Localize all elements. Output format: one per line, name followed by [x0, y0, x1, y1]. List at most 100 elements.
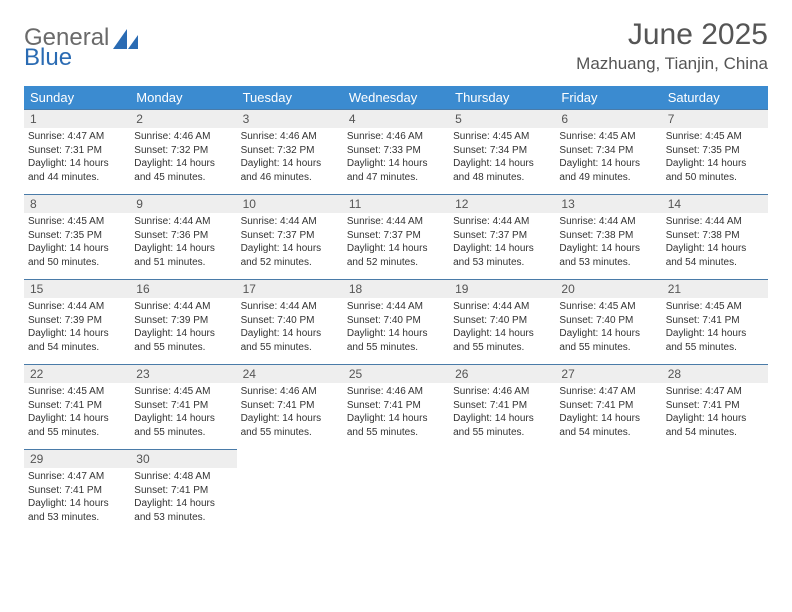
calendar-cell: 22Sunrise: 4:45 AMSunset: 7:41 PMDayligh… — [24, 365, 130, 450]
calendar-cell: 16Sunrise: 4:44 AMSunset: 7:39 PMDayligh… — [130, 280, 236, 365]
day-number: 1 — [24, 110, 130, 128]
day-header: Friday — [555, 86, 661, 110]
day-details: Sunrise: 4:44 AMSunset: 7:37 PMDaylight:… — [449, 213, 555, 273]
day-number: 16 — [130, 280, 236, 298]
day-header-row: SundayMondayTuesdayWednesdayThursdayFrid… — [24, 86, 768, 110]
day-details: Sunrise: 4:44 AMSunset: 7:37 PMDaylight:… — [343, 213, 449, 273]
calendar-cell: 17Sunrise: 4:44 AMSunset: 7:40 PMDayligh… — [237, 280, 343, 365]
day-header: Sunday — [24, 86, 130, 110]
day-details: Sunrise: 4:45 AMSunset: 7:34 PMDaylight:… — [449, 128, 555, 188]
day-number: 13 — [555, 195, 661, 213]
day-number: 28 — [662, 365, 768, 383]
calendar-cell: 20Sunrise: 4:45 AMSunset: 7:40 PMDayligh… — [555, 280, 661, 365]
day-number: 14 — [662, 195, 768, 213]
calendar-cell — [449, 450, 555, 535]
day-number: 22 — [24, 365, 130, 383]
logo-sub: Blue — [24, 44, 72, 72]
calendar-cell — [237, 450, 343, 535]
day-details: Sunrise: 4:46 AMSunset: 7:41 PMDaylight:… — [449, 383, 555, 443]
day-details: Sunrise: 4:47 AMSunset: 7:41 PMDaylight:… — [662, 383, 768, 443]
calendar-cell — [343, 450, 449, 535]
calendar-cell: 5Sunrise: 4:45 AMSunset: 7:34 PMDaylight… — [449, 110, 555, 195]
day-details: Sunrise: 4:44 AMSunset: 7:39 PMDaylight:… — [24, 298, 130, 358]
calendar-cell: 12Sunrise: 4:44 AMSunset: 7:37 PMDayligh… — [449, 195, 555, 280]
day-details: Sunrise: 4:46 AMSunset: 7:41 PMDaylight:… — [237, 383, 343, 443]
calendar-cell: 28Sunrise: 4:47 AMSunset: 7:41 PMDayligh… — [662, 365, 768, 450]
calendar-cell: 26Sunrise: 4:46 AMSunset: 7:41 PMDayligh… — [449, 365, 555, 450]
day-details: Sunrise: 4:46 AMSunset: 7:33 PMDaylight:… — [343, 128, 449, 188]
calendar-cell: 13Sunrise: 4:44 AMSunset: 7:38 PMDayligh… — [555, 195, 661, 280]
day-number: 9 — [130, 195, 236, 213]
day-number: 10 — [237, 195, 343, 213]
calendar-page: General June 2025 Mazhuang, Tianjin, Chi… — [0, 0, 792, 553]
day-number: 11 — [343, 195, 449, 213]
header: General June 2025 Mazhuang, Tianjin, Chi… — [24, 18, 768, 74]
day-number: 24 — [237, 365, 343, 383]
day-header: Monday — [130, 86, 236, 110]
day-number: 12 — [449, 195, 555, 213]
day-details: Sunrise: 4:46 AMSunset: 7:41 PMDaylight:… — [343, 383, 449, 443]
day-number: 29 — [24, 450, 130, 468]
calendar-cell: 1Sunrise: 4:47 AMSunset: 7:31 PMDaylight… — [24, 110, 130, 195]
day-number: 20 — [555, 280, 661, 298]
day-details: Sunrise: 4:44 AMSunset: 7:40 PMDaylight:… — [449, 298, 555, 358]
calendar-cell: 19Sunrise: 4:44 AMSunset: 7:40 PMDayligh… — [449, 280, 555, 365]
calendar-cell: 23Sunrise: 4:45 AMSunset: 7:41 PMDayligh… — [130, 365, 236, 450]
calendar-cell: 29Sunrise: 4:47 AMSunset: 7:41 PMDayligh… — [24, 450, 130, 535]
day-number: 25 — [343, 365, 449, 383]
calendar-table: SundayMondayTuesdayWednesdayThursdayFrid… — [24, 86, 768, 535]
day-details: Sunrise: 4:44 AMSunset: 7:38 PMDaylight:… — [555, 213, 661, 273]
day-details: Sunrise: 4:44 AMSunset: 7:40 PMDaylight:… — [343, 298, 449, 358]
day-details: Sunrise: 4:45 AMSunset: 7:35 PMDaylight:… — [662, 128, 768, 188]
day-number: 21 — [662, 280, 768, 298]
calendar-week-row: 29Sunrise: 4:47 AMSunset: 7:41 PMDayligh… — [24, 450, 768, 535]
day-details: Sunrise: 4:45 AMSunset: 7:35 PMDaylight:… — [24, 213, 130, 273]
calendar-cell: 15Sunrise: 4:44 AMSunset: 7:39 PMDayligh… — [24, 280, 130, 365]
day-number: 4 — [343, 110, 449, 128]
day-details: Sunrise: 4:44 AMSunset: 7:37 PMDaylight:… — [237, 213, 343, 273]
day-details: Sunrise: 4:44 AMSunset: 7:40 PMDaylight:… — [237, 298, 343, 358]
calendar-cell: 18Sunrise: 4:44 AMSunset: 7:40 PMDayligh… — [343, 280, 449, 365]
day-number: 6 — [555, 110, 661, 128]
title-block: June 2025 Mazhuang, Tianjin, China — [576, 18, 768, 74]
calendar-week-row: 1Sunrise: 4:47 AMSunset: 7:31 PMDaylight… — [24, 110, 768, 195]
day-details: Sunrise: 4:44 AMSunset: 7:39 PMDaylight:… — [130, 298, 236, 358]
day-details: Sunrise: 4:45 AMSunset: 7:41 PMDaylight:… — [24, 383, 130, 443]
day-number: 19 — [449, 280, 555, 298]
day-details: Sunrise: 4:47 AMSunset: 7:31 PMDaylight:… — [24, 128, 130, 188]
day-details: Sunrise: 4:44 AMSunset: 7:38 PMDaylight:… — [662, 213, 768, 273]
calendar-cell: 7Sunrise: 4:45 AMSunset: 7:35 PMDaylight… — [662, 110, 768, 195]
calendar-cell — [662, 450, 768, 535]
calendar-cell: 3Sunrise: 4:46 AMSunset: 7:32 PMDaylight… — [237, 110, 343, 195]
day-details: Sunrise: 4:46 AMSunset: 7:32 PMDaylight:… — [237, 128, 343, 188]
day-number: 26 — [449, 365, 555, 383]
day-number: 30 — [130, 450, 236, 468]
day-header: Tuesday — [237, 86, 343, 110]
day-header: Wednesday — [343, 86, 449, 110]
calendar-week-row: 15Sunrise: 4:44 AMSunset: 7:39 PMDayligh… — [24, 280, 768, 365]
day-number: 15 — [24, 280, 130, 298]
calendar-cell: 24Sunrise: 4:46 AMSunset: 7:41 PMDayligh… — [237, 365, 343, 450]
calendar-cell — [555, 450, 661, 535]
day-details: Sunrise: 4:45 AMSunset: 7:41 PMDaylight:… — [662, 298, 768, 358]
day-details: Sunrise: 4:44 AMSunset: 7:36 PMDaylight:… — [130, 213, 236, 273]
day-number: 5 — [449, 110, 555, 128]
day-number: 18 — [343, 280, 449, 298]
calendar-cell: 9Sunrise: 4:44 AMSunset: 7:36 PMDaylight… — [130, 195, 236, 280]
day-details: Sunrise: 4:48 AMSunset: 7:41 PMDaylight:… — [130, 468, 236, 528]
calendar-cell: 6Sunrise: 4:45 AMSunset: 7:34 PMDaylight… — [555, 110, 661, 195]
day-number: 7 — [662, 110, 768, 128]
day-number: 8 — [24, 195, 130, 213]
calendar-cell: 30Sunrise: 4:48 AMSunset: 7:41 PMDayligh… — [130, 450, 236, 535]
day-details: Sunrise: 4:45 AMSunset: 7:41 PMDaylight:… — [130, 383, 236, 443]
day-details: Sunrise: 4:46 AMSunset: 7:32 PMDaylight:… — [130, 128, 236, 188]
calendar-cell: 8Sunrise: 4:45 AMSunset: 7:35 PMDaylight… — [24, 195, 130, 280]
day-header: Thursday — [449, 86, 555, 110]
calendar-week-row: 22Sunrise: 4:45 AMSunset: 7:41 PMDayligh… — [24, 365, 768, 450]
calendar-cell: 25Sunrise: 4:46 AMSunset: 7:41 PMDayligh… — [343, 365, 449, 450]
day-details: Sunrise: 4:45 AMSunset: 7:40 PMDaylight:… — [555, 298, 661, 358]
day-number: 23 — [130, 365, 236, 383]
day-header: Saturday — [662, 86, 768, 110]
logo-sail-icon — [113, 29, 139, 49]
day-details: Sunrise: 4:47 AMSunset: 7:41 PMDaylight:… — [24, 468, 130, 528]
